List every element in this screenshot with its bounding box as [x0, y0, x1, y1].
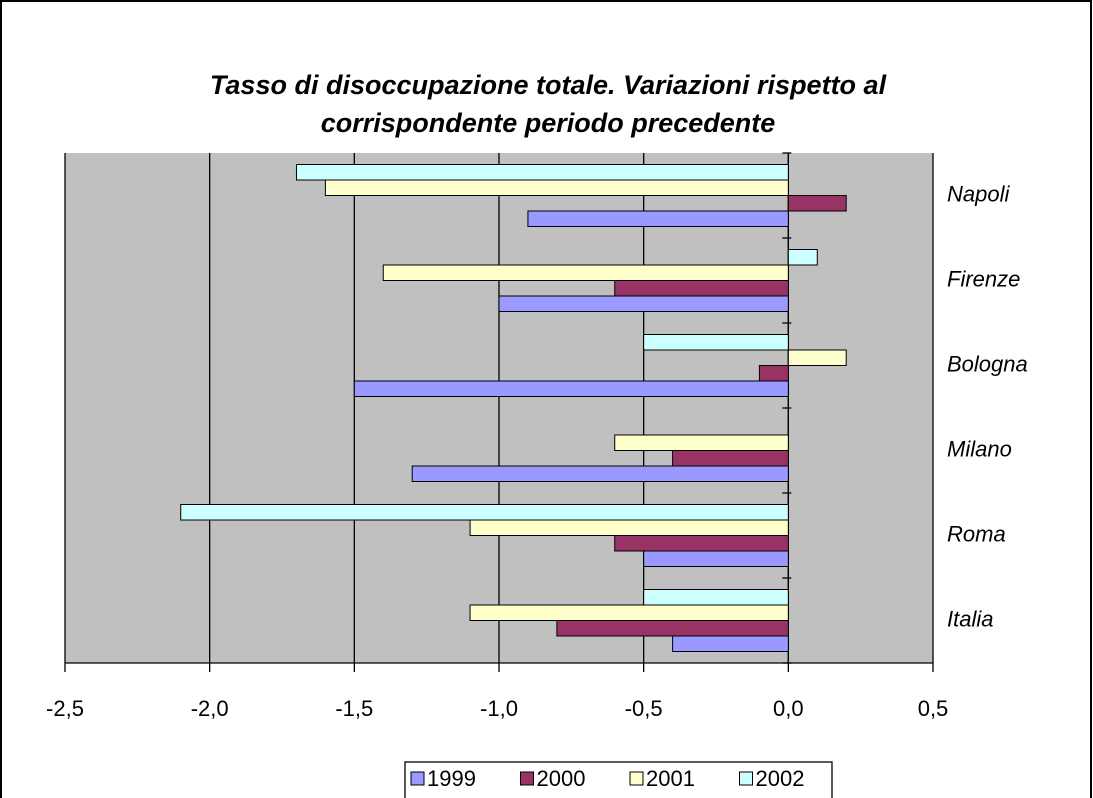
bar	[180, 504, 789, 521]
x-tick-label: -2,0	[191, 696, 229, 721]
bar	[324, 179, 789, 196]
x-tick-label: -1,5	[335, 696, 373, 721]
bar	[527, 210, 789, 227]
bar	[353, 380, 789, 397]
bar	[614, 535, 789, 552]
bar	[672, 450, 789, 467]
chart-title: Tasso di disoccupazione totale. Variazio…	[210, 70, 887, 100]
y-tick-label: Roma	[947, 521, 1006, 546]
legend-box	[404, 761, 833, 798]
legend-swatch	[739, 771, 753, 786]
legend-label: 2001	[646, 766, 695, 791]
bar	[643, 589, 789, 606]
bar	[758, 365, 789, 382]
y-tick-label: Milano	[947, 436, 1012, 461]
bar	[643, 334, 789, 351]
bar	[787, 349, 847, 366]
bar	[672, 635, 789, 652]
x-tick-label: -1,0	[480, 696, 518, 721]
bar	[411, 465, 789, 482]
x-tick-label: 0,0	[773, 696, 804, 721]
bar	[295, 164, 789, 181]
x-tick-label: -0,5	[625, 696, 663, 721]
bar	[787, 195, 847, 212]
legend-label: 1999	[427, 766, 476, 791]
legend-label: 2000	[537, 766, 586, 791]
bar	[556, 620, 789, 637]
bar	[469, 519, 789, 536]
chart-title: corrispondente periodo precedente	[321, 108, 776, 138]
bar	[643, 550, 789, 567]
bar	[787, 249, 818, 266]
bar	[614, 434, 789, 451]
x-tick-label: -2,5	[46, 696, 84, 721]
bar	[614, 280, 789, 297]
bar	[498, 295, 789, 312]
bar	[382, 264, 789, 281]
legend-swatch	[629, 771, 644, 786]
bar	[469, 604, 789, 621]
y-tick-label: Bologna	[947, 351, 1028, 376]
y-tick-label: Italia	[947, 606, 993, 631]
legend-swatch	[520, 771, 534, 786]
legend-label: 2002	[756, 766, 805, 791]
y-tick-label: Firenze	[947, 266, 1020, 291]
x-tick-label: 0,5	[918, 696, 949, 721]
legend-swatch	[410, 771, 425, 786]
y-tick-label: Napoli	[947, 181, 1010, 206]
